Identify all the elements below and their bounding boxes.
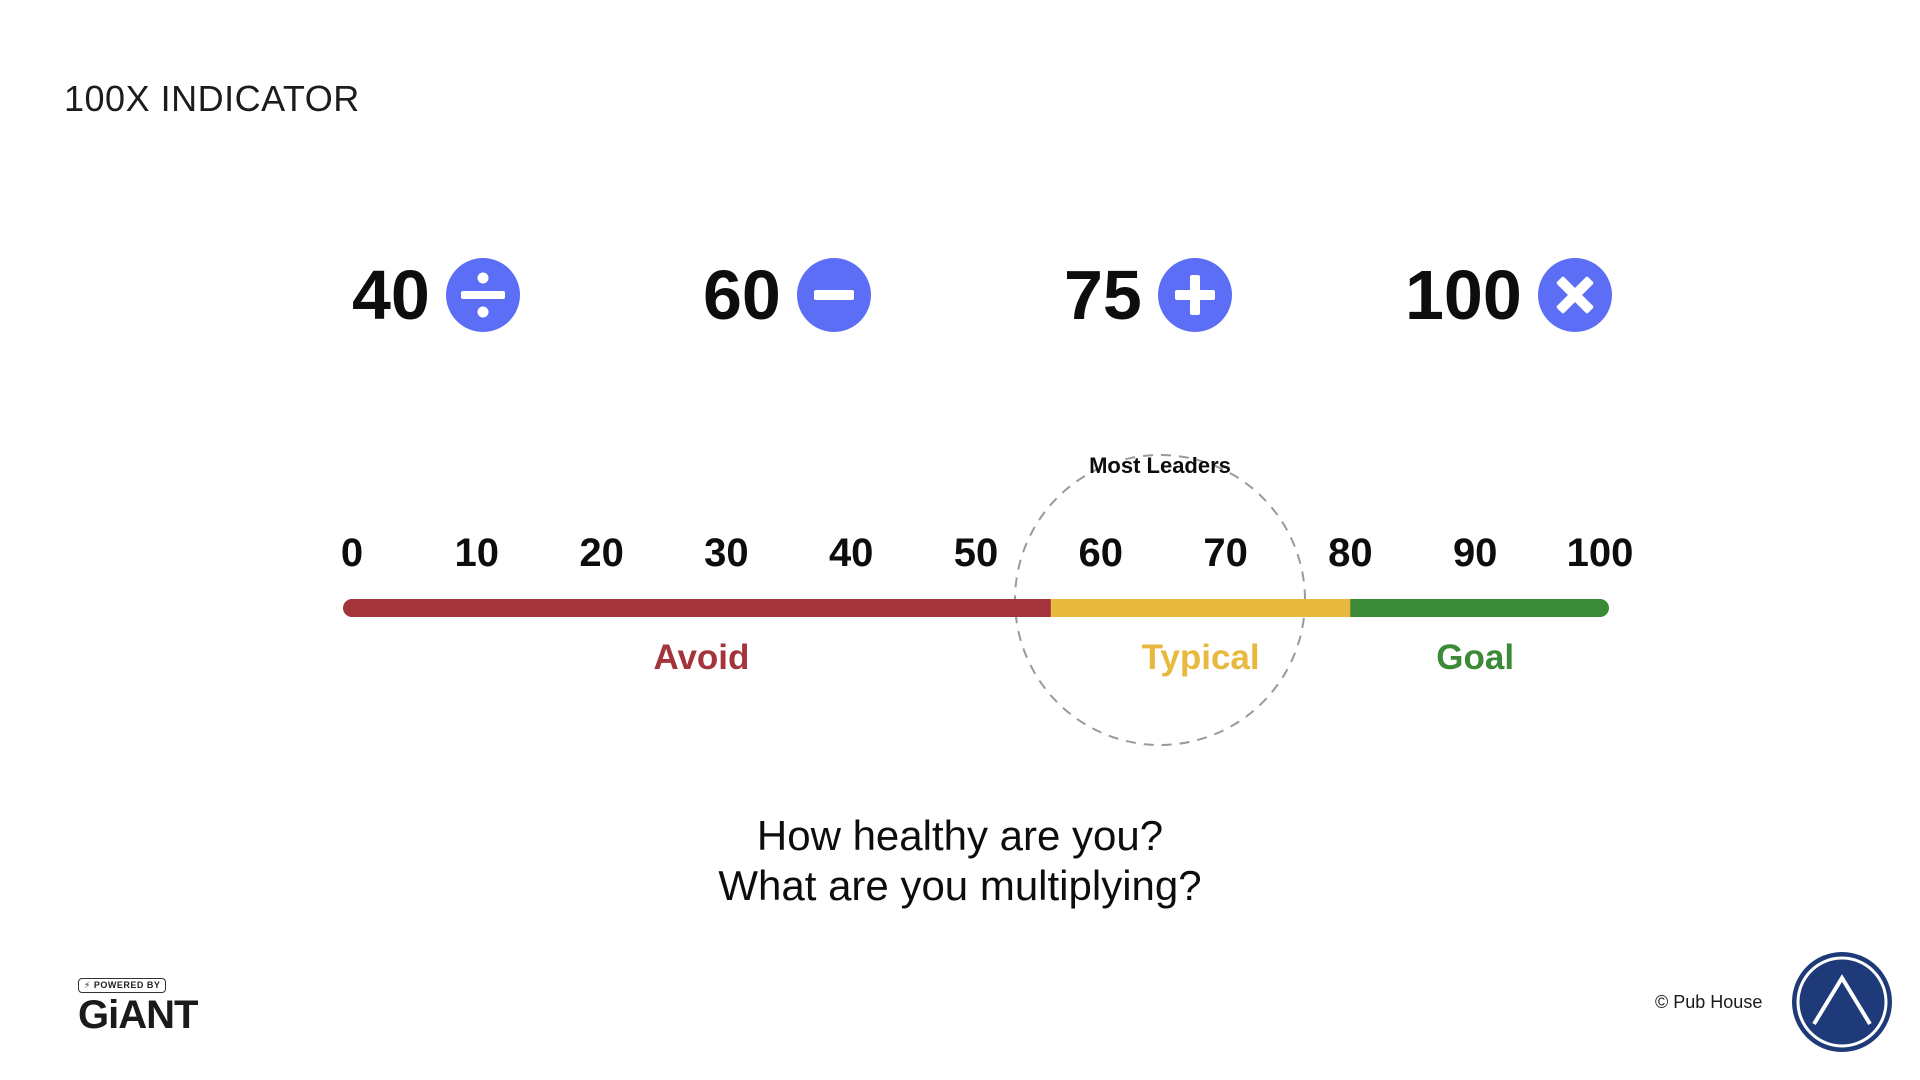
tick-label: 100 bbox=[1566, 531, 1634, 575]
operator-value: 40 bbox=[352, 256, 430, 334]
tick-label: 30 bbox=[704, 531, 749, 575]
minus-icon bbox=[796, 258, 871, 332]
tick-label: 20 bbox=[579, 531, 624, 575]
operator-minus: 60 bbox=[703, 255, 871, 335]
operator-multiply: 100 bbox=[1405, 255, 1612, 335]
operator-divide: 40 bbox=[352, 255, 520, 335]
zone-label-typical: Typical bbox=[1141, 638, 1260, 677]
zone-label-avoid: Avoid bbox=[653, 638, 750, 677]
operator-plus: 75 bbox=[1064, 255, 1232, 335]
powered-by-badge: ⚡ POWERED BY bbox=[78, 978, 167, 993]
operator-value: 100 bbox=[1405, 256, 1522, 334]
powered-by-text: POWERED BY bbox=[93, 980, 161, 990]
copyright-text: © Pub House bbox=[1655, 992, 1763, 1012]
tick-label: 40 bbox=[828, 531, 874, 575]
tick-label: 50 bbox=[953, 531, 999, 575]
plus-icon bbox=[1157, 258, 1232, 332]
pub-house-logo-icon bbox=[1792, 952, 1892, 1052]
tick-label: 80 bbox=[1328, 531, 1373, 575]
question-line-1: How healthy are you? bbox=[756, 812, 1164, 859]
tick-label: 10 bbox=[454, 531, 500, 575]
giant-brand-text: GiANT bbox=[78, 993, 198, 1037]
operator-value: 60 bbox=[703, 256, 781, 334]
giant-logo: ⚡ POWERED BY GiANT bbox=[78, 975, 218, 1035]
divide-icon bbox=[445, 258, 520, 332]
question-line-2: What are you multiplying? bbox=[718, 862, 1202, 909]
slide-title: 100X INDICATOR bbox=[64, 78, 360, 119]
lightning-icon: ⚡ bbox=[84, 980, 91, 990]
tick-label: 70 bbox=[1203, 531, 1248, 575]
tick-label: 0 bbox=[340, 531, 364, 575]
operator-row: 40 60 75 bbox=[0, 255, 1920, 335]
tick-label: 60 bbox=[1078, 531, 1124, 575]
multiply-icon bbox=[1537, 258, 1612, 332]
operator-value: 75 bbox=[1064, 256, 1142, 334]
most-leaders-label: Most Leaders bbox=[1089, 453, 1231, 478]
zone-label-goal: Goal bbox=[1436, 638, 1515, 677]
tick-label: 90 bbox=[1452, 531, 1498, 575]
